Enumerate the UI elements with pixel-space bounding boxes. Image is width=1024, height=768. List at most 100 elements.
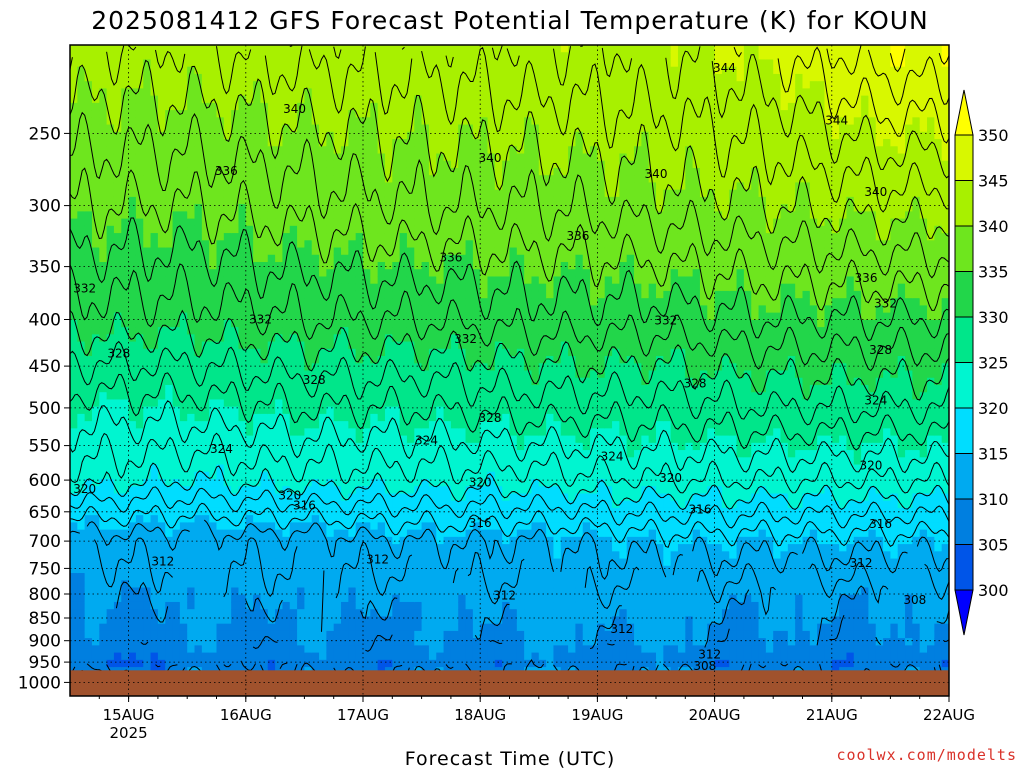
- shade-cell: [384, 623, 393, 632]
- shade-cell: [99, 428, 108, 437]
- shade-cell: [113, 413, 122, 422]
- shade-cell: [384, 450, 393, 458]
- shade-cell: [443, 471, 452, 480]
- shade-cell: [172, 59, 181, 68]
- shade-cell: [231, 370, 240, 379]
- shade-cell: [194, 233, 203, 241]
- shade-cell: [450, 623, 459, 632]
- shade-cell: [421, 95, 430, 104]
- shade-cell: [363, 558, 371, 567]
- shade-cell: [275, 356, 284, 364]
- shade-cell: [179, 623, 188, 632]
- shade-cell: [70, 262, 78, 270]
- shade-cell: [223, 406, 232, 415]
- shade-cell: [319, 95, 327, 104]
- shade-cell: [319, 609, 327, 618]
- shade-cell: [363, 88, 371, 97]
- shade-cell: [421, 283, 430, 292]
- shade-cell: [355, 464, 364, 473]
- shade-cell: [267, 558, 276, 567]
- shade-cell: [333, 573, 342, 581]
- shade-cell: [363, 117, 371, 126]
- shade-cell: [326, 573, 335, 581]
- shade-cell: [363, 428, 371, 437]
- shade-cell: [223, 124, 232, 133]
- shade-cell: [187, 290, 196, 299]
- shade-cell: [406, 493, 415, 502]
- shade-cell: [443, 225, 452, 234]
- shade-cell: [70, 601, 78, 610]
- shade-cell: [428, 341, 437, 350]
- shade-cell: [458, 59, 467, 68]
- shade-cell: [223, 450, 232, 458]
- shade-cell: [443, 442, 452, 451]
- shade-cell: [421, 529, 430, 538]
- shade-cell: [267, 522, 276, 531]
- shade-cell: [187, 189, 196, 198]
- shade-cell: [275, 233, 284, 241]
- shade-cell: [370, 283, 379, 292]
- shade-cell: [436, 204, 445, 212]
- shade-cell: [377, 276, 386, 285]
- shade-cell: [135, 312, 144, 321]
- shade-cell: [275, 298, 284, 306]
- shade-cell: [289, 182, 298, 191]
- shade-cell: [450, 269, 459, 278]
- shade-cell: [113, 384, 122, 393]
- shade-cell: [363, 247, 371, 256]
- shade-cell: [121, 52, 130, 61]
- shade-cell: [392, 211, 401, 220]
- shade-cell: [311, 529, 320, 538]
- shade-cell: [157, 175, 166, 184]
- shade-cell: [260, 117, 269, 126]
- shade-cell: [135, 233, 144, 241]
- shade-cell: [275, 435, 284, 444]
- shade-cell: [275, 630, 284, 639]
- shade-cell: [99, 102, 108, 111]
- shade-cell: [326, 225, 335, 234]
- shade-cell: [406, 356, 415, 364]
- shade-cell: [84, 652, 93, 661]
- shade-cell: [253, 471, 262, 480]
- shade-cell: [319, 167, 327, 176]
- shade-cell: [113, 536, 122, 545]
- shade-cell: [267, 196, 276, 205]
- shade-cell: [165, 52, 174, 61]
- shade-cell: [121, 587, 130, 596]
- shade-cell: [282, 551, 291, 560]
- shade-cell: [77, 218, 86, 227]
- shade-cell: [253, 218, 262, 227]
- shade-cell: [128, 124, 137, 133]
- shade-cell: [458, 102, 467, 111]
- shade-cell: [223, 95, 232, 104]
- shade-cell: [399, 312, 408, 321]
- shade-cell: [465, 153, 474, 162]
- shade-cell: [172, 45, 181, 53]
- shade-cell: [209, 659, 218, 668]
- shade-cell: [113, 153, 122, 162]
- shade-cell: [260, 609, 269, 618]
- shade-cell: [399, 196, 408, 205]
- shade-cell: [201, 110, 210, 118]
- shade-cell: [392, 312, 401, 321]
- shade-cell: [172, 616, 181, 625]
- shade-cell: [223, 233, 232, 241]
- shade-cell: [172, 421, 181, 429]
- shade-cell: [128, 73, 137, 82]
- shade-cell: [165, 479, 174, 487]
- shade-cell: [77, 124, 86, 133]
- shade-cell: [465, 479, 474, 487]
- shade-cell: [260, 479, 269, 487]
- shade-cell: [231, 66, 240, 75]
- shade-cell: [450, 601, 459, 610]
- shade-cell: [179, 659, 188, 668]
- shade-cell: [238, 175, 247, 184]
- shade-cell: [414, 204, 423, 212]
- shade-cell: [421, 399, 430, 408]
- shade-cell: [406, 348, 415, 357]
- shade-cell: [421, 153, 430, 162]
- shade-cell: [392, 413, 401, 422]
- shade-cell: [106, 312, 115, 321]
- shade-cell: [428, 182, 437, 191]
- shade-cell: [209, 146, 218, 155]
